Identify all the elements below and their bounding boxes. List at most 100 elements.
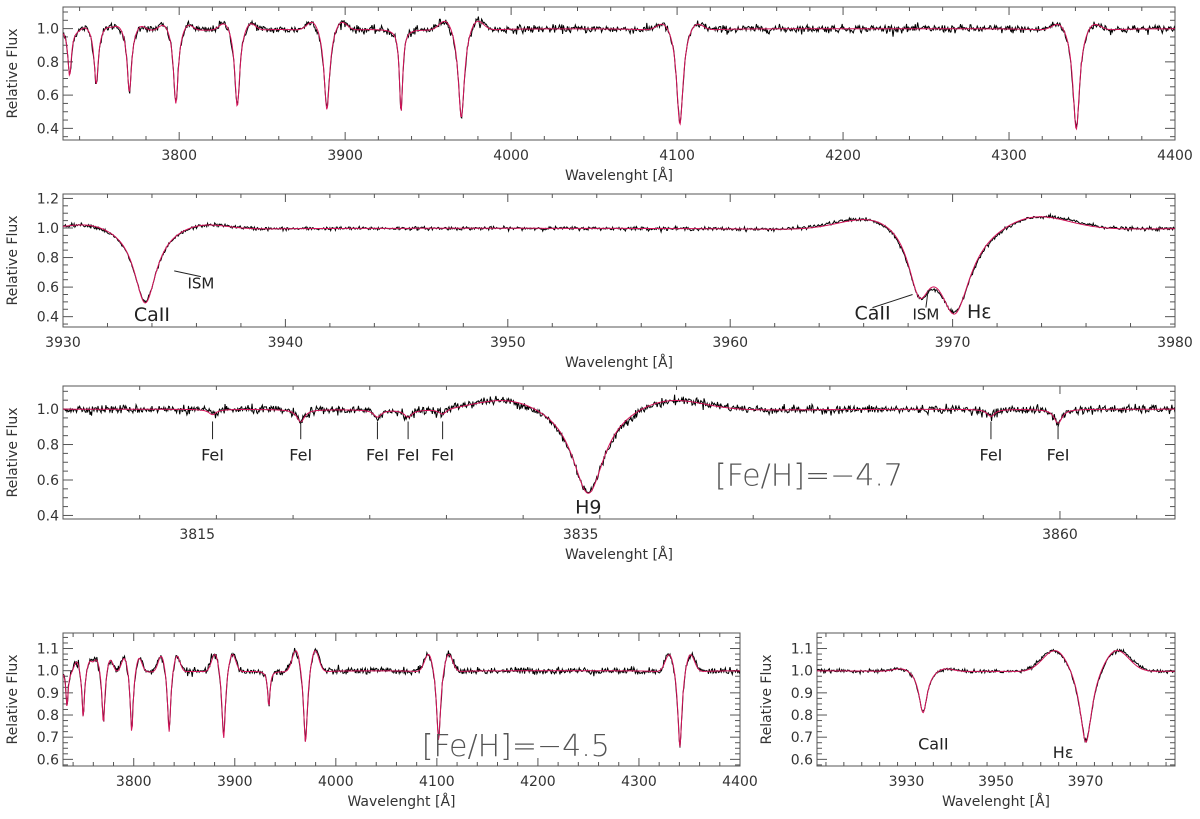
x-tick-label: 4400 bbox=[722, 774, 758, 790]
x-tick-label: 3835 bbox=[563, 527, 599, 543]
y-tick-label: 0.7 bbox=[37, 730, 59, 746]
x-tick-label: 4000 bbox=[493, 148, 529, 164]
x-tick-label: 3860 bbox=[1042, 527, 1078, 543]
y-tick-label: 0.9 bbox=[791, 686, 813, 702]
x-tick-label: 4100 bbox=[659, 148, 695, 164]
annotation-label: ISM bbox=[912, 306, 939, 324]
x-tick-label: 3900 bbox=[327, 148, 363, 164]
y-tick-label: 0.4 bbox=[37, 508, 59, 524]
x-tick-label: 3930 bbox=[889, 774, 925, 790]
observed-spectrum-line bbox=[63, 647, 740, 748]
model-spectrum-line bbox=[63, 216, 1175, 315]
x-tick-label: 4000 bbox=[318, 774, 354, 790]
y-axis-title: Relative Flux bbox=[5, 407, 21, 497]
panel-4: 3800 3900 4000 4100 4200 4300 4400 0.6 0.7 0.8 0.9… bbox=[5, 632, 758, 810]
x-axis-title: Wavelenght [Å] bbox=[565, 354, 673, 371]
y-tick-label: 0.6 bbox=[37, 473, 59, 489]
x-tick-label: 3970 bbox=[1068, 774, 1104, 790]
model-spectrum-line bbox=[63, 650, 740, 747]
annotation-label: Hε bbox=[1053, 743, 1074, 762]
y-tick-label: 0.7 bbox=[791, 730, 813, 746]
annotation-label: Hε bbox=[967, 301, 992, 323]
x-axis-title: Wavelenght [Å] bbox=[565, 167, 673, 184]
plot-frame bbox=[62, 6, 1176, 141]
y-tick-label: 1.1 bbox=[37, 642, 59, 658]
y-tick-label: 0.4 bbox=[37, 310, 59, 326]
y-axis-title: Relative Flux bbox=[5, 215, 21, 305]
annotation-label: CaII bbox=[134, 304, 170, 326]
y-tick-label: 1.1 bbox=[791, 642, 813, 658]
y-tick-label: 1.0 bbox=[37, 22, 59, 38]
x-tick-label: 4300 bbox=[621, 774, 657, 790]
x-tick-label: 4300 bbox=[991, 148, 1027, 164]
y-tick-label: 0.8 bbox=[37, 438, 59, 454]
panel-2: 3930 3940 3950 3960 3970 3980 0.4 0.6 0.8 1.0 1.2 W… bbox=[5, 191, 1193, 371]
y-tick-label: 0.9 bbox=[37, 686, 59, 702]
plot-frame bbox=[62, 632, 741, 767]
observed-spectrum-line bbox=[63, 394, 1175, 494]
x-tick-label: 4100 bbox=[419, 774, 455, 790]
annotation-label: ISM bbox=[187, 275, 214, 293]
y-tick-label: 0.6 bbox=[791, 752, 813, 768]
annotation-label: CaII bbox=[918, 734, 948, 753]
panel-1: 3800 3900 4000 4100 4200 4300 4400 0.4 0.6 0.8 1.0… bbox=[5, 6, 1193, 184]
observed-spectrum-line bbox=[817, 648, 1175, 744]
panel-3: 3815 3835 3860 0.4 0.6 0.8 1.0 Wavelenght [Å] Re… bbox=[5, 385, 1176, 563]
x-tick-label: 3950 bbox=[978, 774, 1014, 790]
x-axis-title: Wavelenght [Å] bbox=[347, 793, 455, 810]
y-tick-label: 0.8 bbox=[791, 708, 813, 724]
x-tick-label: 4400 bbox=[1157, 148, 1193, 164]
x-tick-label: 3900 bbox=[217, 774, 253, 790]
annotation-label: FeI bbox=[431, 445, 454, 464]
x-tick-label: 4200 bbox=[520, 774, 556, 790]
y-tick-label: 1.0 bbox=[37, 221, 59, 237]
y-axis-title: Relative Flux bbox=[759, 654, 775, 744]
y-tick-label: 0.6 bbox=[37, 752, 59, 768]
model-spectrum-line bbox=[817, 650, 1175, 743]
annotation-pointer bbox=[925, 289, 929, 308]
annotation-label: FeI bbox=[289, 445, 312, 464]
x-tick-label: 3800 bbox=[116, 774, 152, 790]
y-tick-label: 1.0 bbox=[37, 402, 59, 418]
x-tick-label: 3980 bbox=[1157, 335, 1193, 351]
x-tick-label: 3960 bbox=[712, 335, 748, 351]
model-spectrum-line bbox=[63, 400, 1175, 494]
observed-spectrum-line bbox=[63, 212, 1175, 315]
plot-frame bbox=[816, 632, 1176, 767]
panel-5: 3930 3950 3970 0.6 0.7 0.8 0.9 1.0 1.1 Wavelenght… bbox=[759, 632, 1176, 810]
y-tick-label: 1.0 bbox=[37, 664, 59, 680]
annotation-label: FeI bbox=[979, 445, 1002, 464]
annotation-label: [Fe/H]=−4.5 bbox=[422, 729, 610, 764]
y-tick-label: 1.2 bbox=[37, 191, 59, 207]
x-tick-label: 3950 bbox=[490, 335, 526, 351]
annotation-label: H9 bbox=[575, 497, 601, 519]
annotation-label: FeI bbox=[1047, 445, 1070, 464]
annotation-label: FeI bbox=[201, 445, 224, 464]
y-axis-title: Relative Flux bbox=[5, 28, 21, 118]
x-tick-label: 3930 bbox=[45, 335, 81, 351]
y-tick-label: 0.6 bbox=[37, 280, 59, 296]
y-tick-label: 1.0 bbox=[791, 664, 813, 680]
annotation-pointer bbox=[872, 294, 913, 309]
y-tick-label: 0.8 bbox=[37, 708, 59, 724]
annotation-label: FeI bbox=[397, 445, 420, 464]
x-axis-title: Wavelenght [Å] bbox=[565, 546, 673, 563]
annotation-label: FeI bbox=[366, 445, 389, 464]
annotation-pointer bbox=[174, 270, 201, 278]
y-axis-title: Relative Flux bbox=[5, 654, 21, 744]
x-tick-label: 3815 bbox=[179, 527, 215, 543]
model-spectrum-line bbox=[63, 20, 1175, 131]
x-tick-label: 3940 bbox=[268, 335, 304, 351]
y-tick-label: 0.6 bbox=[37, 88, 59, 104]
x-tick-label: 4200 bbox=[825, 148, 861, 164]
annotation-label: [Fe/H]=−4.7 bbox=[715, 458, 903, 493]
y-tick-label: 0.8 bbox=[37, 55, 59, 71]
y-tick-label: 0.8 bbox=[37, 251, 59, 267]
plot-frame bbox=[62, 385, 1176, 520]
x-tick-label: 3970 bbox=[935, 335, 971, 351]
x-tick-label: 3800 bbox=[161, 148, 197, 164]
annotation-label: CaII bbox=[854, 303, 890, 325]
y-tick-label: 0.4 bbox=[37, 121, 59, 137]
plot-frame bbox=[62, 193, 1176, 328]
